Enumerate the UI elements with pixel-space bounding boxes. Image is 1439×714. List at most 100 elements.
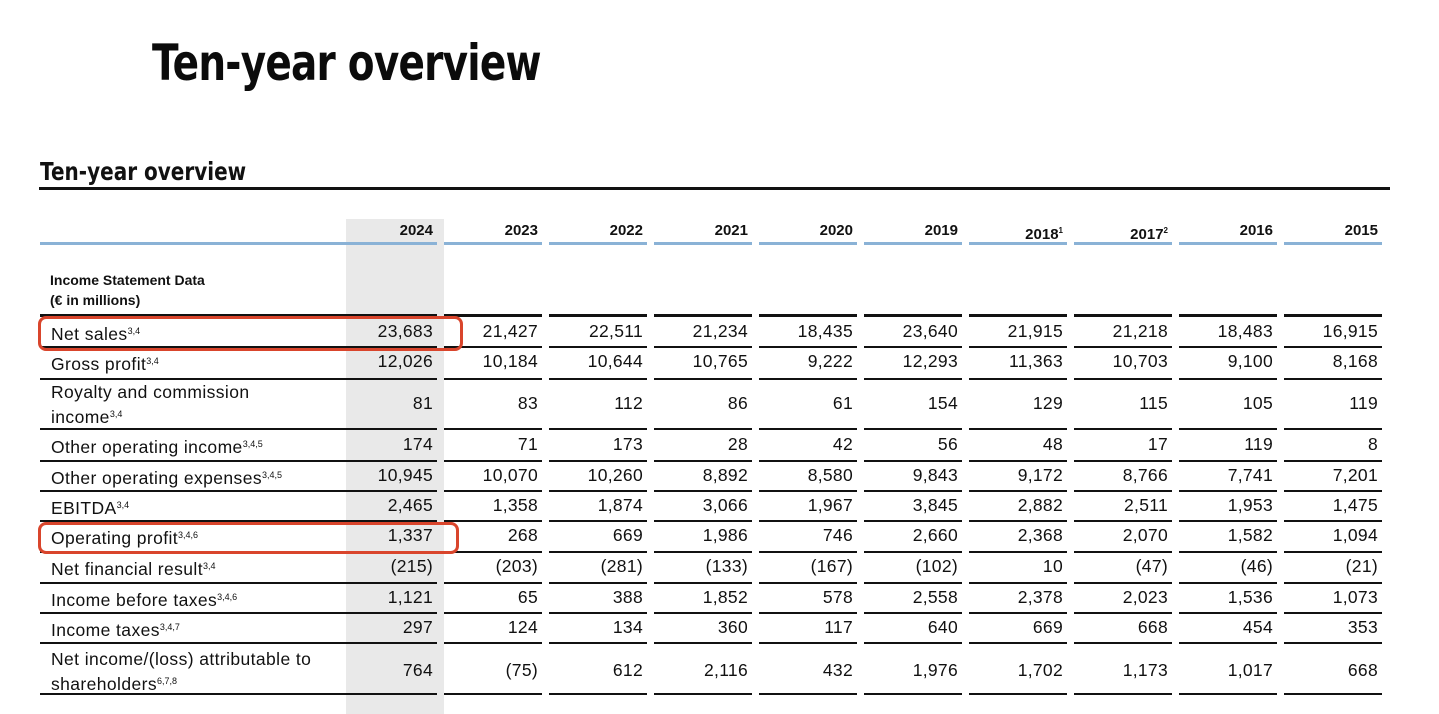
row-footnote: 3,4,5 (261, 470, 283, 480)
table-cell: 56 (937, 434, 958, 454)
row-rule (1074, 693, 1172, 695)
table-cell: 7,741 (1227, 465, 1273, 485)
table-cell: 2,116 (704, 660, 748, 680)
year-header: 2016 (1174, 222, 1273, 240)
table-cell: 11,363 (1008, 351, 1063, 371)
table-cell: 2,070 (1122, 525, 1168, 545)
year-label: 2022 (609, 222, 643, 239)
table-cell: 23,683 (377, 321, 433, 341)
table-cell: 432 (822, 660, 853, 680)
table-cell: 8 (1367, 434, 1378, 454)
row-rule (1074, 612, 1172, 614)
row-rule (969, 612, 1067, 614)
header-rule (444, 242, 542, 245)
row-rule (864, 428, 962, 430)
table-cell: 81 (412, 393, 433, 413)
table-cell: (281) (600, 556, 643, 576)
row-rule (549, 582, 647, 584)
row-rule (549, 460, 647, 462)
row-rule (1179, 612, 1277, 614)
table-cell: 669 (612, 525, 643, 545)
table-cell: (102) (915, 556, 958, 576)
table-cell: 2,882 (1017, 495, 1063, 515)
table-top-rule (39, 187, 1390, 190)
row-label-text: Other operating income (51, 437, 243, 457)
header-rule (759, 242, 857, 245)
section-heading: Income Statement Data (50, 272, 205, 288)
row-rule (339, 520, 437, 522)
table-cell: 612 (612, 660, 643, 680)
row-rule (1074, 582, 1172, 584)
row-rule (1284, 551, 1382, 553)
row-rule (759, 693, 857, 695)
table-cell: 9,843 (912, 465, 958, 485)
row-rule (40, 490, 340, 492)
row-footnote: 3,4 (109, 409, 123, 419)
section-rule (1179, 314, 1277, 317)
row-rule (339, 582, 437, 584)
row-rule (969, 551, 1067, 553)
table-cell: 2,465 (387, 495, 433, 515)
row-rule (969, 642, 1067, 644)
table-cell: 21,218 (1112, 321, 1168, 341)
table-cell: (75) (505, 660, 538, 680)
year-header: 2015 (1279, 222, 1378, 240)
table-cell: 7,201 (1332, 465, 1378, 485)
year-header: 2021 (649, 222, 748, 240)
row-rule (1284, 378, 1382, 380)
table-cell: 2,511 (1124, 495, 1168, 515)
row-rule (654, 582, 752, 584)
year-header: 2019 (859, 222, 958, 240)
row-rule (969, 520, 1067, 522)
table-cell: (215) (390, 556, 433, 576)
row-rule (864, 460, 962, 462)
row-footnote: 3,4,6 (217, 592, 238, 602)
row-rule (969, 460, 1067, 462)
row-rule (759, 551, 857, 553)
row-rule (864, 490, 962, 492)
row-rule (1074, 346, 1172, 348)
row-rule (654, 346, 752, 348)
section-rule (549, 314, 647, 317)
row-rule (969, 428, 1067, 430)
section-title: Income Statement Data (€ in millions) (50, 270, 205, 310)
row-rule (969, 490, 1067, 492)
section-rule (339, 314, 437, 317)
table-cell: 21,234 (692, 321, 748, 341)
table-cell: 1,173 (1122, 660, 1168, 680)
row-rule (444, 490, 542, 492)
table-cell: 1,073 (1332, 587, 1378, 607)
table-cell: 353 (1347, 617, 1378, 637)
table-cell: 1,094 (1332, 525, 1378, 545)
table-cell: 2,368 (1017, 525, 1063, 545)
row-rule (759, 612, 857, 614)
row-rule (864, 642, 962, 644)
table-cell: 119 (1244, 434, 1273, 454)
row-rule (40, 346, 340, 348)
table-cell: 21,427 (482, 321, 538, 341)
table-cell: 1,121 (387, 587, 433, 607)
row-rule (969, 346, 1067, 348)
row-rule (40, 378, 340, 380)
row-rule (654, 520, 752, 522)
table-cell: (46) (1240, 556, 1273, 576)
row-label-text: Royalty and commission income (51, 382, 250, 427)
row-rule (759, 490, 857, 492)
page-title: Ten-year overview (152, 34, 542, 92)
year-label: 2020 (819, 222, 853, 239)
row-rule (549, 642, 647, 644)
row-rule (864, 612, 962, 614)
header-rule (549, 242, 647, 245)
table-cell: 10 (1042, 556, 1063, 576)
table-cell: 8,168 (1332, 351, 1378, 371)
header-rule (1179, 242, 1277, 245)
table-cell: 8,766 (1122, 465, 1168, 485)
table-cell: 388 (612, 587, 643, 607)
header-rule (654, 242, 752, 245)
row-label-text: Income taxes (51, 620, 160, 640)
row-rule (444, 460, 542, 462)
year-header: 20172 (1069, 222, 1168, 244)
table-cell: 3,066 (702, 495, 748, 515)
row-rule (40, 520, 340, 522)
table-cell: (167) (810, 556, 853, 576)
